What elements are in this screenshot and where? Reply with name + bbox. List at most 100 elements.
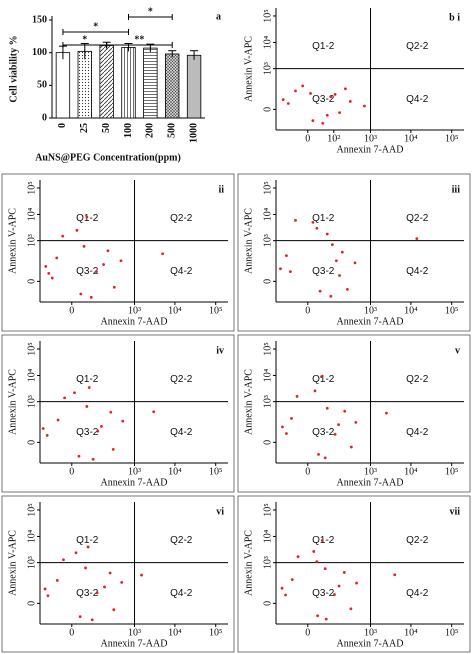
event-point (161, 252, 165, 256)
event-point (74, 551, 78, 555)
quadrant-label: Q3-2 (76, 266, 99, 277)
event-point (140, 573, 143, 577)
quadrant-label: Q3-2 (312, 588, 335, 599)
significance-label: * (93, 21, 98, 32)
x-tick-label: 10⁴ (168, 466, 182, 477)
x-tick-label: 0 (305, 627, 310, 638)
event-point (119, 259, 123, 263)
x-tick-label: 10³ (128, 466, 141, 477)
x-tick-label: 10³ (364, 133, 377, 144)
x-tick-label: 25 (79, 123, 90, 133)
event-point (309, 92, 312, 95)
y-tick-label: 10⁵ (262, 9, 273, 23)
quadrant-label: Q4-2 (170, 266, 193, 277)
event-point (87, 386, 91, 389)
event-point (294, 89, 297, 93)
event-point (95, 591, 99, 595)
y-axis-label: Annexin V-APC (243, 530, 254, 596)
event-point (294, 218, 297, 222)
x-tick-label: 10⁵ (209, 466, 223, 477)
event-point (316, 614, 319, 618)
panel-label: v (455, 345, 460, 356)
x-tick-label: 0 (305, 305, 310, 316)
event-point (84, 566, 87, 570)
event-point (342, 571, 346, 574)
y-tick-label: 10³ (26, 234, 37, 247)
panel-label: ii (218, 184, 224, 195)
event-point (311, 119, 315, 123)
event-point (323, 567, 327, 571)
quadrant-label: Q2-2 (170, 213, 193, 224)
y-tick-label: 10⁵ (262, 342, 273, 356)
event-point (285, 432, 288, 435)
event-point (121, 419, 125, 423)
event-point (329, 95, 333, 99)
panel-frame (1, 173, 235, 332)
event-point (112, 285, 116, 289)
event-point (90, 618, 94, 622)
y-tick-label: 10⁵ (262, 503, 273, 516)
panel-frame (1, 334, 235, 493)
y-tick-label: 0 (262, 601, 273, 606)
x-tick-label: 1000 (188, 123, 199, 143)
event-point (56, 418, 60, 422)
event-point (112, 608, 116, 612)
quadrant-label: Q3-2 (312, 266, 335, 277)
event-point (73, 391, 76, 395)
event-point (290, 578, 294, 582)
x-tick-label: 0 (69, 466, 74, 477)
quadrant-label: Q2-2 (406, 41, 429, 52)
bar (55, 52, 71, 119)
event-point (111, 447, 115, 451)
event-point (61, 234, 65, 238)
event-point (321, 121, 325, 125)
y-tick-label: 10³ (262, 556, 273, 569)
event-point (55, 579, 59, 582)
x-tick-label: 10⁴ (168, 305, 182, 316)
x-tick-label: 10⁴ (404, 305, 418, 316)
event-point (100, 425, 103, 428)
quadrant-label: Q4-2 (170, 588, 193, 599)
event-point (348, 99, 352, 103)
x-tick-label: 10³ (364, 305, 377, 316)
y-tick-label: 0 (42, 112, 47, 123)
y-tick-label: 0 (26, 440, 37, 445)
quadrant-label: Q3-2 (312, 427, 335, 438)
bar (77, 50, 92, 119)
x-axis-label: Annexin 7-AAD (101, 477, 168, 488)
event-point (337, 584, 341, 588)
event-point (280, 586, 284, 590)
event-point (50, 276, 54, 280)
event-point (334, 259, 338, 263)
event-point (320, 539, 324, 542)
y-tick-label: 10⁴ (262, 207, 273, 221)
y-tick-label: 10⁴ (262, 368, 273, 382)
panel-frame (237, 334, 471, 493)
quadrant-label: Q2-2 (406, 213, 429, 224)
quadrant-label: Q4-2 (406, 427, 429, 438)
panel-label: iv (216, 345, 224, 356)
quadrant-label: Q2-2 (406, 374, 429, 385)
quadrant-label: Q2-2 (170, 535, 193, 546)
quadrant-label: Q1-2 (76, 213, 99, 224)
quadrant-label: Q4-2 (406, 94, 429, 105)
x-tick-label: 0 (57, 123, 68, 128)
panel-label: b i (449, 12, 460, 23)
quadrant-label: Q4-2 (406, 266, 429, 277)
y-tick-label: 10⁴ (26, 207, 37, 221)
event-point (41, 427, 45, 430)
event-point (63, 396, 66, 400)
panel-frame (237, 173, 471, 332)
x-tick-label: 10⁵ (445, 466, 459, 477)
event-point (108, 571, 112, 575)
event-point (301, 84, 305, 88)
quadrant-label: Q3-2 (312, 94, 335, 105)
event-point (285, 254, 288, 258)
y-tick-label: 0 (262, 279, 273, 284)
event-point (318, 289, 322, 293)
y-tick-label: 10⁵ (26, 503, 37, 516)
y-tick-label: 0 (26, 601, 37, 606)
x-tick-label: 10⁵ (209, 305, 223, 316)
event-point (279, 267, 282, 271)
quadrant-label: Q3-2 (76, 588, 99, 599)
